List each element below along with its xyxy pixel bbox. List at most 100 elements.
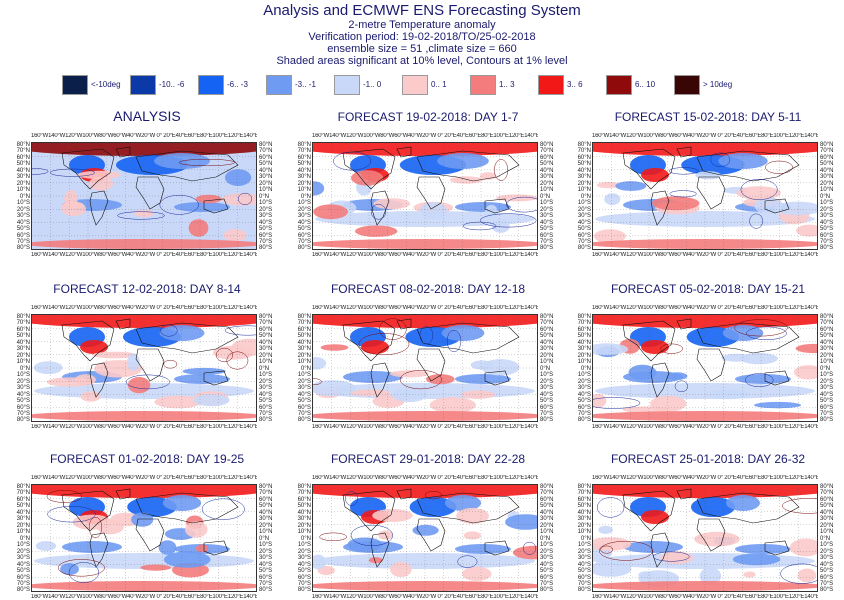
latitude-label: 30°N <box>540 516 554 522</box>
panel-title: FORECAST 19-02-2018: DAY 1-7 <box>337 110 519 124</box>
legend-label: 3.. 6 <box>567 80 583 89</box>
latitude-label: 20°N <box>577 353 591 359</box>
latitude-label: 30°S <box>297 385 311 391</box>
latitude-labels-left: 80°N 70°N 60°N 50°N 40°N 30°N 20°N 10°N 0°N 10°S 2… <box>8 142 30 251</box>
latitude-label: 20°N <box>16 353 30 359</box>
latitude-label: 10°S <box>297 542 311 548</box>
latitude-label: 10°S <box>820 200 834 206</box>
latitude-label: 20°N <box>259 353 273 359</box>
latitude-label: 30°S <box>259 213 273 219</box>
latitude-label: 50°N <box>577 161 591 167</box>
anomaly-map <box>592 484 818 592</box>
latitude-label: 20°N <box>820 523 834 529</box>
latitude-label: 10°N <box>577 359 591 365</box>
latitude-label: 60°S <box>259 405 273 411</box>
latitude-label: 40°N <box>577 340 591 346</box>
latitude-label: 50°N <box>259 503 273 509</box>
latitude-label: 10°S <box>16 542 30 548</box>
latitude-label: 50°N <box>16 333 30 339</box>
latitude-label: 60°N <box>16 327 30 333</box>
latitude-label: 80°N <box>297 484 311 490</box>
latitude-label: 40°S <box>259 562 273 568</box>
latitude-label: 50°S <box>259 398 273 404</box>
legend-swatch <box>266 75 292 95</box>
latitude-label: 40°S <box>16 220 30 226</box>
latitude-label: 30°S <box>540 213 554 219</box>
latitude-label: 0°N <box>580 194 591 200</box>
latitude-label: 40°N <box>16 168 30 174</box>
latitude-label: 80°N <box>259 142 273 148</box>
latitude-label: 60°N <box>540 497 554 503</box>
latitude-label: 70°N <box>577 490 591 496</box>
latitude-label: 80°S <box>16 245 30 251</box>
latitude-label: 20°N <box>540 181 554 187</box>
latitude-label: 80°S <box>540 245 554 251</box>
latitude-label: 10°S <box>540 200 554 206</box>
latitude-label: 40°S <box>16 562 30 568</box>
latitude-labels-right: 80°N 70°N 60°N 50°N 40°N 30°N 20°N 10°N 0°N 10°S 2… <box>820 484 844 593</box>
latitude-label: 70°N <box>297 490 311 496</box>
latitude-label: 50°N <box>259 161 273 167</box>
latitude-label: 30°N <box>540 346 554 352</box>
latitude-label: 10°S <box>540 372 554 378</box>
latitude-label: 20°N <box>577 523 591 529</box>
latitude-label: 30°S <box>16 385 30 391</box>
panel-title: FORECAST 05-02-2018: DAY 15-21 <box>610 282 806 296</box>
latitude-labels-right: 80°N 70°N 60°N 50°N 40°N 30°N 20°N 10°N 0°N 10°S 2… <box>820 142 844 251</box>
latitude-label: 80°N <box>540 314 554 320</box>
map-panel: FORECAST 15-02-2018: DAY 5-11 160°W140°W1… <box>567 110 844 258</box>
longitude-labels-top: 160°W140°W120°W100°W80°W60°W40°W20°W 0° … <box>31 475 257 481</box>
latitude-label: 80°S <box>16 587 30 593</box>
latitude-label: 60°N <box>259 497 273 503</box>
map-canvas <box>593 315 817 421</box>
latitude-label: 60°S <box>259 575 273 581</box>
latitude-label: 20°S <box>820 549 834 555</box>
latitude-label: 20°N <box>16 523 30 529</box>
latitude-label: 60°S <box>540 575 554 581</box>
latitude-label: 80°S <box>820 417 834 423</box>
latitude-label: 10°N <box>540 359 554 365</box>
ensemble-info: ensemble size = 51 ,climate size = 660 <box>327 43 517 55</box>
latitude-label: 40°N <box>297 168 311 174</box>
latitude-label: 80°N <box>820 142 834 148</box>
latitude-label: 50°N <box>577 333 591 339</box>
latitude-label: 20°S <box>259 549 273 555</box>
latitude-label: 0°N <box>300 194 311 200</box>
latitude-label: 60°N <box>297 327 311 333</box>
latitude-label: 40°N <box>820 510 834 516</box>
latitude-label: 30°S <box>259 555 273 561</box>
latitude-label: 80°S <box>297 245 311 251</box>
latitude-label: 50°S <box>297 398 311 404</box>
legend-swatch <box>470 75 496 95</box>
latitude-label: 50°S <box>540 226 554 232</box>
latitude-label: 70°N <box>820 148 834 154</box>
latitude-labels-left: 80°N 70°N 60°N 50°N 40°N 30°N 20°N 10°N 0°N 10°S 2… <box>289 484 311 593</box>
latitude-label: 30°S <box>820 385 834 391</box>
legend-swatch <box>198 75 224 95</box>
latitude-label: 30°N <box>259 174 273 180</box>
latitude-label: 70°S <box>577 239 591 245</box>
latitude-label: 60°N <box>820 155 834 161</box>
anomaly-map <box>592 142 818 250</box>
latitude-label: 60°S <box>540 233 554 239</box>
latitude-label: 80°S <box>259 245 273 251</box>
latitude-label: 30°N <box>297 516 311 522</box>
latitude-label: 60°N <box>577 497 591 503</box>
anomaly-map <box>312 142 538 250</box>
legend-label: -6.. -3 <box>227 80 248 89</box>
latitude-label: 50°N <box>820 161 834 167</box>
latitude-label: 0°N <box>820 194 831 200</box>
latitude-label: 0°N <box>580 366 591 372</box>
latitude-label: 20°S <box>259 379 273 385</box>
latitude-label: 80°N <box>577 314 591 320</box>
latitude-label: 0°N <box>540 366 551 372</box>
panel-title: FORECAST 01-02-2018: DAY 19-25 <box>49 452 245 466</box>
latitude-label: 10°S <box>297 200 311 206</box>
latitude-label: 20°N <box>297 523 311 529</box>
latitude-label: 10°S <box>297 372 311 378</box>
latitude-label: 40°S <box>540 562 554 568</box>
legend-label: -10.. -6 <box>159 80 185 89</box>
latitude-label: 10°N <box>16 359 30 365</box>
latitude-label: 80°S <box>259 417 273 423</box>
latitude-label: 30°S <box>577 213 591 219</box>
